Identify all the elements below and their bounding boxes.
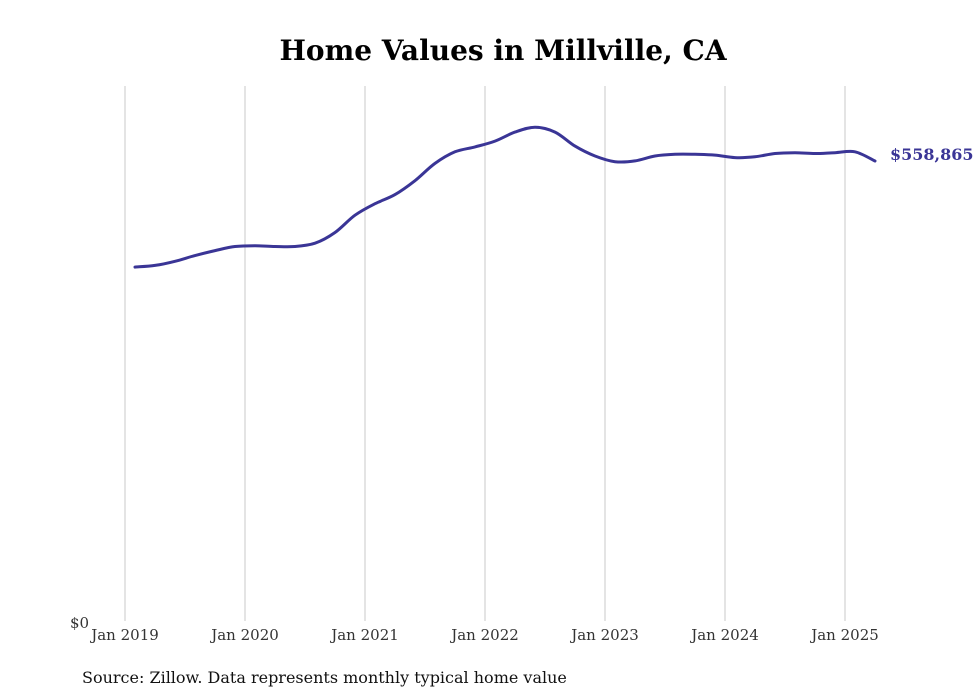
source-note: Source: Zillow. Data represents monthly … <box>82 668 567 687</box>
x-tick-label: Jan 2024 <box>689 626 759 644</box>
series-layer: $558,865 <box>133 125 974 269</box>
x-tick-label: Jan 2023 <box>569 626 639 644</box>
gridlines <box>124 86 846 621</box>
x-axis-ticks: Jan 2019 Jan 2020 Jan 2021 Jan 2022 Jan 2023… <box>89 626 879 644</box>
y-axis-zero-label: $0 <box>70 614 89 632</box>
x-tick-label: Jan 2020 <box>209 626 279 644</box>
series-line <box>133 125 877 269</box>
x-tick-label: Jan 2021 <box>329 626 399 644</box>
x-tick-label: Jan 2022 <box>449 626 519 644</box>
chart-title: Home Values in Millville, CA <box>279 34 727 67</box>
x-tick-label: Jan 2025 <box>809 626 879 644</box>
end-value-label: $558,865 <box>890 145 974 164</box>
x-tick-label: Jan 2019 <box>89 626 159 644</box>
